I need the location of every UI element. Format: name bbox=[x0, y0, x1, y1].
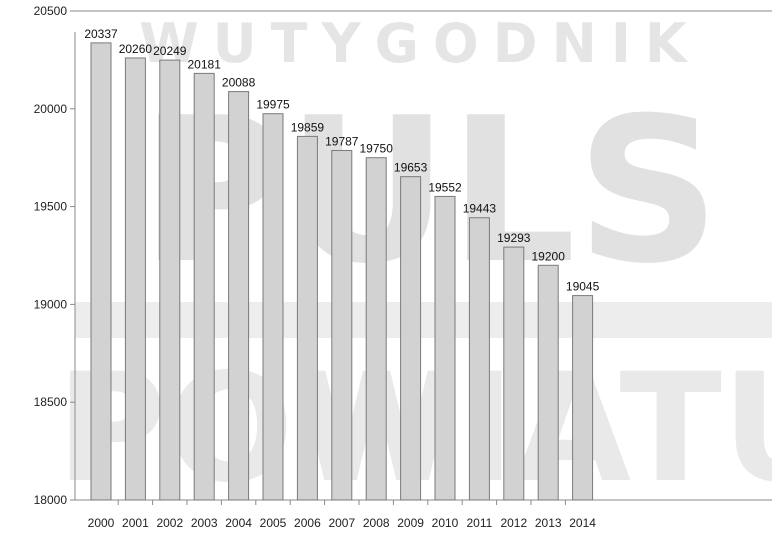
watermark-top-text: WUTYGODNIK bbox=[139, 12, 701, 75]
x-tick-label-2006: 2006 bbox=[294, 516, 321, 530]
bar-2000 bbox=[90, 42, 112, 501]
y-tick-label: 20500 bbox=[34, 4, 68, 18]
data-label-2012: 19293 bbox=[497, 231, 531, 245]
data-label-2013: 19200 bbox=[532, 249, 566, 263]
watermark-band bbox=[75, 302, 772, 338]
data-label-2005: 19975 bbox=[256, 98, 290, 112]
bar-2007 bbox=[331, 149, 353, 501]
x-tick-label-2009: 2009 bbox=[397, 516, 424, 530]
x-tick-label-2000: 2000 bbox=[88, 516, 115, 530]
x-tick-label-2008: 2008 bbox=[363, 516, 390, 530]
bar-2005 bbox=[262, 113, 284, 501]
bars-group bbox=[90, 42, 594, 501]
x-axis-ticks: 2000 2001 2002 2003 2004 2005 2006 2007 2008 2009… bbox=[88, 500, 596, 530]
bar-2010 bbox=[434, 195, 456, 501]
bar-2001 bbox=[124, 57, 146, 501]
x-tick-label-2012: 2012 bbox=[500, 516, 527, 530]
y-tick-label: 18500 bbox=[34, 395, 68, 409]
y-axis-ticks: 18000 18500 19000 19500 20000 20500 bbox=[34, 4, 75, 507]
data-label-2002: 20249 bbox=[153, 44, 187, 58]
x-tick-label-2005: 2005 bbox=[260, 516, 287, 530]
data-label-2008: 19750 bbox=[360, 142, 394, 156]
data-label-2009: 19653 bbox=[394, 161, 428, 175]
x-tick-label-2011: 2011 bbox=[466, 516, 492, 530]
data-label-2010: 19552 bbox=[428, 180, 462, 194]
y-tick-label: 19000 bbox=[34, 297, 68, 311]
x-tick-label-2014: 2014 bbox=[569, 516, 596, 530]
bar-2003 bbox=[193, 72, 215, 501]
bar-2008 bbox=[365, 157, 387, 501]
x-tick-label-2007: 2007 bbox=[328, 516, 355, 530]
bar-2009 bbox=[400, 176, 422, 501]
data-label-2000: 20337 bbox=[84, 27, 118, 41]
data-label-2004: 20088 bbox=[222, 76, 256, 90]
bar-2006 bbox=[296, 135, 318, 501]
bar-2002 bbox=[159, 59, 181, 501]
y-tick-label: 19500 bbox=[34, 200, 68, 214]
data-label-2011: 19443 bbox=[463, 202, 497, 216]
bar-2014 bbox=[572, 295, 594, 501]
x-tick-label-2010: 2010 bbox=[432, 516, 459, 530]
x-tick-label-2004: 2004 bbox=[225, 516, 252, 530]
data-label-2014: 19045 bbox=[566, 280, 600, 294]
bar-2004 bbox=[228, 91, 250, 501]
data-label-2007: 19787 bbox=[325, 134, 359, 148]
bar-2012 bbox=[503, 246, 525, 501]
x-tick-label-2001: 2001 bbox=[122, 516, 149, 530]
data-label-2006: 19859 bbox=[291, 120, 325, 134]
bar-2013 bbox=[537, 264, 559, 501]
y-tick-label: 20000 bbox=[34, 102, 68, 116]
data-label-2003: 20181 bbox=[188, 57, 222, 71]
x-tick-label-2013: 2013 bbox=[535, 516, 562, 530]
x-tick-label-2003: 2003 bbox=[191, 516, 218, 530]
data-label-2001: 20260 bbox=[119, 42, 153, 56]
x-tick-label-2002: 2002 bbox=[156, 516, 183, 530]
bar-2011 bbox=[468, 217, 490, 501]
y-tick-label: 18000 bbox=[34, 493, 68, 507]
